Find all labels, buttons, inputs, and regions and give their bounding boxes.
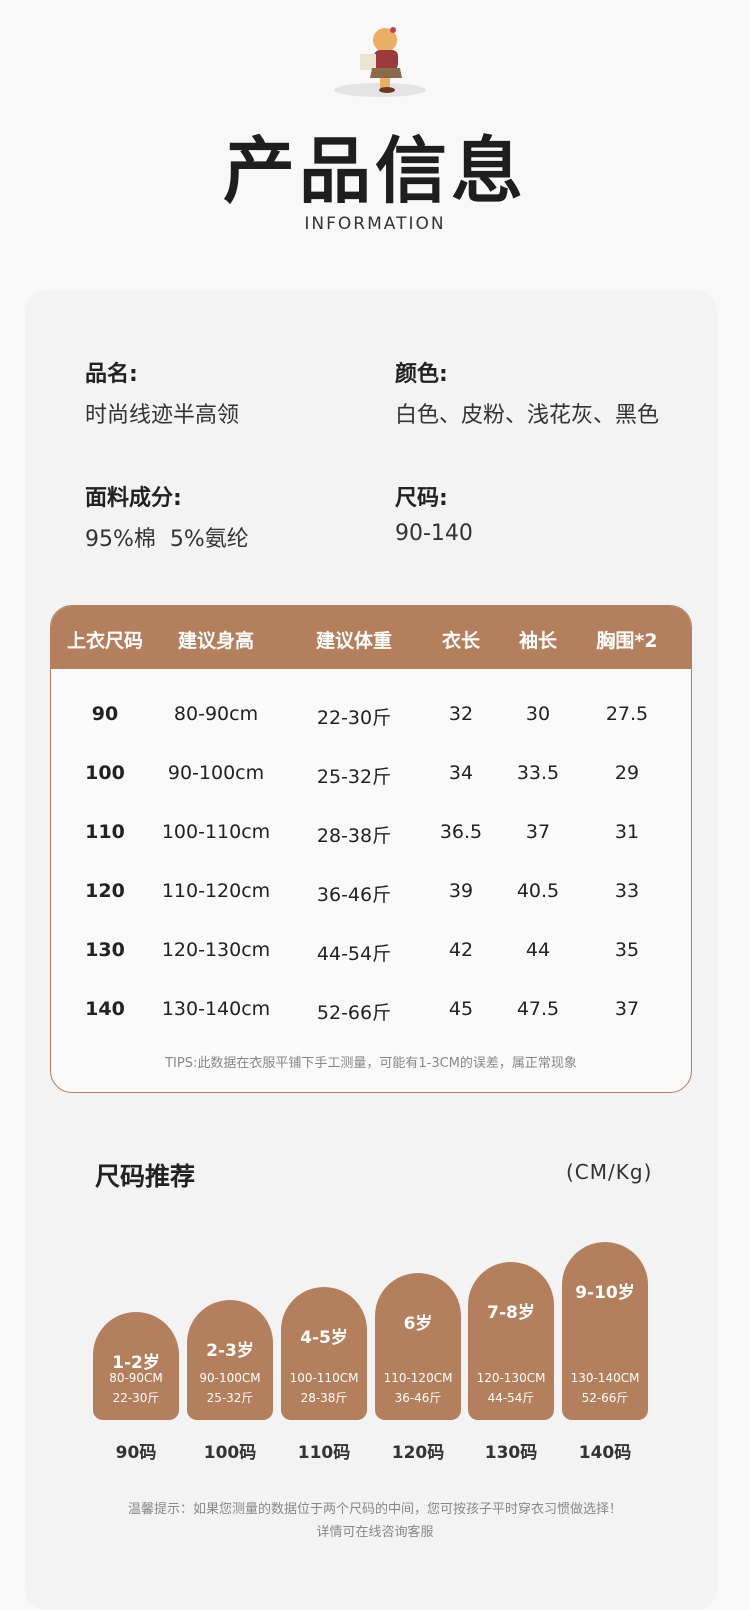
table-cell: 100 bbox=[85, 762, 125, 784]
page-subtitle: INFORMATION bbox=[304, 214, 446, 234]
size-bar: 9-10岁 130-140CM 52-66斤 bbox=[562, 1242, 648, 1420]
tips-text: TIPS:此数据在衣服平铺下手工测量，可能有1-3CM的误差，属正常现象 bbox=[165, 1056, 577, 1071]
table-cell: 44 bbox=[525, 939, 551, 961]
table-cell: 32 bbox=[448, 703, 474, 725]
table-cell: 33 bbox=[614, 880, 640, 902]
table-cell: 31 bbox=[614, 821, 640, 843]
color-value: 白色、皮粉、浅花灰、黑色 bbox=[395, 403, 660, 428]
bar-age: 6岁 bbox=[403, 1314, 433, 1334]
table-cell: 34 bbox=[448, 762, 474, 784]
table-cell: 110 bbox=[85, 821, 125, 843]
bear-mascot-icon bbox=[334, 27, 426, 97]
table-cell: 110-120cm bbox=[161, 880, 271, 902]
table-cell: 25-32斤 bbox=[316, 766, 392, 788]
table-row: 90 80-90cm 22-30斤 32 30 27.5 bbox=[51, 703, 691, 733]
bar-height: 110-120CM bbox=[383, 1371, 453, 1385]
table-cell: 42 bbox=[448, 939, 474, 961]
column-header: 建议体重 bbox=[315, 630, 393, 652]
table-cell: 47.5 bbox=[516, 998, 560, 1020]
table-row: 110 100-110cm 28-38斤 36.5 37 31 bbox=[51, 821, 691, 851]
table-cell: 39 bbox=[448, 880, 474, 902]
table-cell: 36.5 bbox=[439, 821, 483, 843]
bar-weight: 28-38斤 bbox=[300, 1391, 348, 1405]
column-header: 胸围*2 bbox=[596, 630, 658, 652]
bar-height: 120-130CM bbox=[476, 1371, 546, 1385]
size-bar: 4-5岁 100-110CM 28-38斤 bbox=[281, 1287, 367, 1420]
bar-age: 2-3岁 bbox=[206, 1341, 254, 1361]
table-cell: 44-54斤 bbox=[316, 943, 392, 965]
bar-weight: 22-30斤 bbox=[112, 1391, 160, 1405]
bar-weight: 36-46斤 bbox=[394, 1391, 442, 1405]
bar-height: 100-110CM bbox=[289, 1371, 359, 1385]
table-cell: 40.5 bbox=[516, 880, 560, 902]
table-cell: 22-30斤 bbox=[316, 707, 392, 729]
table-header: 上衣尺码 建议身高 建议体重 衣长 袖长 胸围*2 bbox=[51, 606, 691, 669]
bar-age: 7-8岁 bbox=[487, 1303, 535, 1323]
size-bar: 1-2岁 80-90CM 22-30斤 bbox=[93, 1312, 179, 1420]
bar-weight: 52-66斤 bbox=[581, 1391, 629, 1405]
bar-height: 80-90CM bbox=[109, 1371, 163, 1385]
table-cell: 30 bbox=[525, 703, 551, 725]
bar-size-label: 110码 bbox=[297, 1443, 351, 1463]
size-value: 90-140 bbox=[395, 521, 473, 546]
size-table: 上衣尺码 建议身高 建议体重 衣长 袖长 胸围*2 90 80-90cm 22-30斤 32 30… bbox=[50, 605, 692, 1093]
bar-size-label: 140码 bbox=[578, 1443, 632, 1463]
page-title: 产品信息 bbox=[222, 129, 527, 213]
table-cell: 130-140cm bbox=[161, 998, 271, 1020]
footer-note: 温馨提示：如果您测量的数据位于两个尺码的中间，您可按孩子平时穿衣习惯做选择！ bbox=[127, 1502, 622, 1517]
name-label: 品名: bbox=[85, 362, 138, 387]
table-cell: 45 bbox=[448, 998, 474, 1020]
size-bar: 6岁 110-120CM 36-46斤 bbox=[375, 1273, 461, 1420]
table-row: 100 90-100cm 25-32斤 34 33.5 29 bbox=[51, 762, 691, 792]
bar-size-label: 100码 bbox=[203, 1443, 257, 1463]
table-cell: 90 bbox=[91, 703, 119, 725]
table-cell: 90-100cm bbox=[167, 762, 265, 784]
fabric-value: 95%棉 5%氨纶 bbox=[85, 527, 249, 552]
table-cell: 120-130cm bbox=[161, 939, 271, 961]
column-header: 建议身高 bbox=[177, 630, 255, 652]
table-cell: 33.5 bbox=[516, 762, 560, 784]
table-cell: 140 bbox=[85, 998, 125, 1020]
table-cell: 80-90cm bbox=[173, 703, 259, 725]
bar-age: 1-2岁 bbox=[112, 1353, 160, 1373]
bar-size-label: 120码 bbox=[391, 1443, 445, 1463]
bar-age: 4-5岁 bbox=[300, 1328, 348, 1348]
table-cell: 27.5 bbox=[605, 703, 649, 725]
bar-weight: 44-54斤 bbox=[487, 1391, 535, 1405]
table-cell: 28-38斤 bbox=[316, 825, 392, 847]
table-cell: 37 bbox=[525, 821, 551, 843]
column-header: 袖长 bbox=[518, 630, 558, 652]
color-label: 颜色: bbox=[395, 362, 448, 387]
recommend-unit: (CM/Kg) bbox=[566, 1160, 653, 1184]
table-cell: 35 bbox=[614, 939, 640, 961]
bar-weight: 25-32斤 bbox=[206, 1391, 254, 1405]
table-row: 140 130-140cm 52-66斤 45 47.5 37 bbox=[51, 998, 691, 1028]
bar-size-label: 130码 bbox=[484, 1443, 538, 1463]
table-cell: 52-66斤 bbox=[316, 1002, 392, 1024]
bar-height: 130-140CM bbox=[570, 1371, 640, 1385]
size-bar: 2-3岁 90-100CM 25-32斤 bbox=[187, 1300, 273, 1420]
bar-height: 90-100CM bbox=[199, 1371, 261, 1385]
table-cell: 100-110cm bbox=[161, 821, 271, 843]
footer-note-2: 详情可在线咨询客服 bbox=[316, 1525, 434, 1540]
table-row: 130 120-130cm 44-54斤 42 44 35 bbox=[51, 939, 691, 969]
table-cell: 120 bbox=[85, 880, 125, 902]
size-bar: 7-8岁 120-130CM 44-54斤 bbox=[468, 1262, 554, 1420]
table-row: 120 110-120cm 36-46斤 39 40.5 33 bbox=[51, 880, 691, 910]
fabric-label: 面料成分: bbox=[85, 486, 182, 511]
column-header: 衣长 bbox=[441, 630, 481, 652]
table-cell: 29 bbox=[614, 762, 640, 784]
recommend-title: 尺码推荐 bbox=[95, 1162, 196, 1191]
size-label: 尺码: bbox=[395, 486, 448, 511]
bar-age: 9-10岁 bbox=[575, 1283, 635, 1303]
column-header: 上衣尺码 bbox=[66, 630, 144, 652]
table-cell: 36-46斤 bbox=[316, 884, 392, 906]
name-value: 时尚线迹半高领 bbox=[85, 403, 240, 428]
table-cell: 37 bbox=[614, 998, 640, 1020]
table-cell: 130 bbox=[85, 939, 125, 961]
bar-size-label: 90码 bbox=[115, 1443, 157, 1463]
